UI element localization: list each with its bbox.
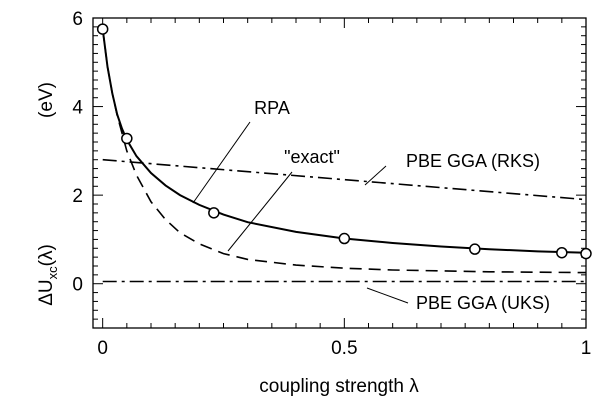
annotation-leader-line xyxy=(366,287,409,304)
plot-frame xyxy=(92,17,587,329)
x-tick-label: 1 xyxy=(581,338,592,359)
data-point-marker xyxy=(338,232,351,245)
data-point-marker xyxy=(121,132,133,145)
annotations-group: RPA "exact" PBE GGA (RKS) PBE GGA (UKS) xyxy=(192,98,550,313)
x-tick-label: 0.5 xyxy=(331,338,357,359)
y-tick-label: 2 xyxy=(72,186,83,207)
y-tick-label: 6 xyxy=(72,9,83,30)
markers-group xyxy=(96,23,592,260)
data-point-marker xyxy=(469,243,481,255)
data-point-marker xyxy=(556,246,568,259)
series-group xyxy=(101,28,587,283)
annotation-leader-line xyxy=(192,121,251,204)
annotation-label: PBE GGA (UKS) xyxy=(416,293,550,313)
series-line xyxy=(101,28,587,254)
annotation-label: RPA xyxy=(254,98,290,118)
data-point-marker xyxy=(580,247,592,260)
axis-ticks xyxy=(93,17,587,329)
axis-tick-labels: 0 0.5 1 0 2 4 6 xyxy=(72,9,591,359)
y-tick-label: 0 xyxy=(72,275,83,296)
x-axis-title: coupling strength λ xyxy=(259,376,419,397)
data-point-marker xyxy=(96,23,109,35)
annotation-leader-line xyxy=(364,165,387,186)
y-axis-unit: (eV) xyxy=(36,82,57,118)
y-axis-title-base: ΔU xyxy=(36,279,57,305)
x-tick-label: 0 xyxy=(97,338,108,359)
y-axis-title-arg: (λ) xyxy=(36,244,57,266)
annotation-leader-line xyxy=(227,171,293,252)
data-point-marker xyxy=(208,207,220,219)
y-tick-label: 4 xyxy=(72,98,83,119)
annotation-label: PBE GGA (RKS) xyxy=(406,151,540,171)
annotation-label: "exact" xyxy=(284,147,340,167)
series-line xyxy=(101,28,587,274)
y-axis-title-sub: xc xyxy=(45,266,60,280)
y-axis-title: ΔUxc(λ) xyxy=(36,244,60,306)
